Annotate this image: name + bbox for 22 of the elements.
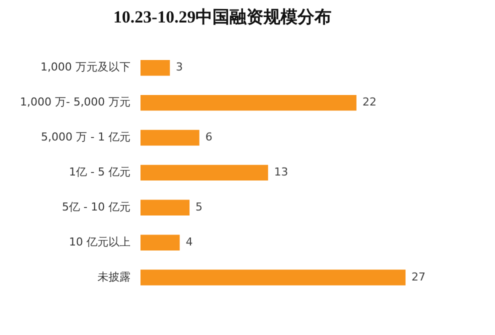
bar: [140, 270, 406, 286]
y-tick-label: 5亿 - 10 亿元: [62, 200, 130, 214]
bar: [140, 60, 170, 76]
bar: [140, 234, 180, 250]
bar: [140, 94, 356, 111]
bar: [140, 130, 200, 146]
y-tick-label: 1亿 - 5 亿元: [68, 166, 130, 179]
bar: [140, 164, 268, 181]
chart-title: 10.23-10.29中国融资规模分布: [113, 8, 332, 27]
data-label: 6: [205, 130, 212, 144]
y-tick-label: 1,000 万- 5,000 万元: [20, 96, 130, 109]
data-label: 3: [176, 60, 183, 74]
data-label: 5: [196, 200, 203, 214]
data-label: 13: [274, 166, 288, 179]
data-label: 4: [186, 235, 193, 248]
bar: [140, 200, 190, 216]
y-tick-label: 5,000 万 - 1 亿元: [40, 130, 130, 144]
y-tick-label: 未披露: [97, 270, 130, 284]
data-label: 27: [412, 270, 426, 284]
y-tick-label: 1,000 万元及以下: [40, 60, 130, 74]
y-tick-label: 10 亿元以上: [68, 235, 130, 248]
data-label: 22: [362, 96, 376, 109]
